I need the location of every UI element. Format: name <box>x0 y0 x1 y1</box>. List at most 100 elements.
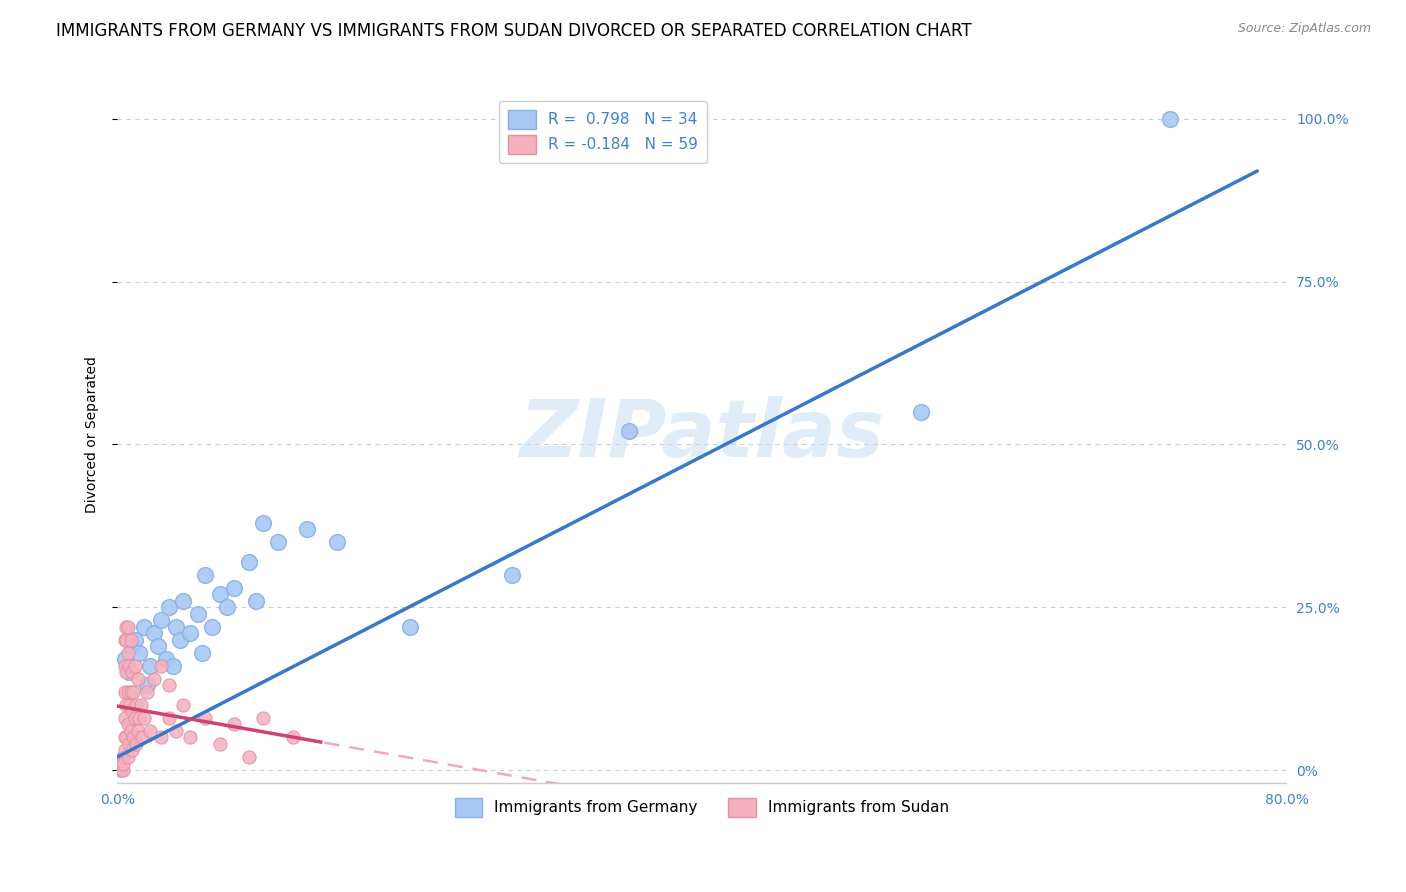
Point <box>112 756 135 771</box>
Point <box>117 750 139 764</box>
Point <box>122 685 145 699</box>
Point <box>238 555 260 569</box>
Point <box>398 620 420 634</box>
Point <box>124 711 146 725</box>
Point <box>238 750 260 764</box>
Point <box>128 711 150 725</box>
Point <box>617 425 640 439</box>
Point <box>215 600 238 615</box>
Point <box>187 607 209 621</box>
Point <box>121 743 143 757</box>
Point <box>121 665 143 680</box>
Point <box>135 685 157 699</box>
Point <box>191 646 214 660</box>
Text: ZIPatlas: ZIPatlas <box>519 396 884 474</box>
Point <box>172 698 194 712</box>
Point <box>150 658 173 673</box>
Point <box>157 711 180 725</box>
Point <box>162 658 184 673</box>
Y-axis label: Divorced or Separated: Divorced or Separated <box>86 356 100 513</box>
Point <box>118 658 141 673</box>
Point <box>131 731 153 745</box>
Point <box>150 613 173 627</box>
Point <box>115 620 138 634</box>
Point <box>267 535 290 549</box>
Point <box>120 723 142 738</box>
Text: IMMIGRANTS FROM GERMANY VS IMMIGRANTS FROM SUDAN DIVORCED OR SEPARATED CORRELATI: IMMIGRANTS FROM GERMANY VS IMMIGRANTS FR… <box>56 22 972 40</box>
Text: Source: ZipAtlas.com: Source: ZipAtlas.com <box>1237 22 1371 36</box>
Point <box>117 685 139 699</box>
Point <box>117 646 139 660</box>
Point <box>172 593 194 607</box>
Point <box>142 672 165 686</box>
Point <box>115 698 138 712</box>
Point <box>194 711 217 725</box>
Point <box>127 723 149 738</box>
Point <box>138 723 160 738</box>
Point <box>114 632 136 647</box>
Point <box>224 717 246 731</box>
Point <box>111 763 134 777</box>
Point <box>157 600 180 615</box>
Point <box>127 672 149 686</box>
Point <box>165 723 187 738</box>
Point <box>122 731 145 745</box>
Point <box>138 658 160 673</box>
Point <box>121 640 143 654</box>
Point <box>117 717 139 731</box>
Point <box>118 698 141 712</box>
Point <box>252 516 274 530</box>
Point <box>165 620 187 634</box>
Point <box>208 587 231 601</box>
Point <box>114 685 136 699</box>
Point <box>501 567 523 582</box>
Point <box>111 756 134 771</box>
Point <box>150 731 173 745</box>
Point <box>281 731 304 745</box>
Point <box>120 632 142 647</box>
Point <box>114 711 136 725</box>
Point <box>325 535 347 549</box>
Point <box>124 658 146 673</box>
Point <box>124 632 146 647</box>
Point <box>245 593 267 607</box>
Point <box>201 620 224 634</box>
Point <box>125 698 148 712</box>
Point <box>129 698 152 712</box>
Point <box>114 743 136 757</box>
Point <box>115 632 138 647</box>
Point <box>132 711 155 725</box>
Point <box>112 763 135 777</box>
Legend: Immigrants from Germany, Immigrants from Sudan: Immigrants from Germany, Immigrants from… <box>447 790 957 824</box>
Point <box>208 737 231 751</box>
Point <box>117 620 139 634</box>
Point <box>114 731 136 745</box>
Point <box>169 632 191 647</box>
Point <box>121 705 143 719</box>
Point <box>128 646 150 660</box>
Point <box>115 665 138 680</box>
Point <box>114 652 136 666</box>
Point <box>110 763 132 777</box>
Point <box>135 678 157 692</box>
Point <box>120 685 142 699</box>
Point <box>115 731 138 745</box>
Point <box>118 665 141 680</box>
Point <box>179 626 201 640</box>
Point <box>148 640 170 654</box>
Point <box>252 711 274 725</box>
Point <box>125 737 148 751</box>
Point <box>179 731 201 745</box>
Point <box>910 405 932 419</box>
Point <box>112 750 135 764</box>
Point <box>157 678 180 692</box>
Point <box>297 522 319 536</box>
Point <box>194 567 217 582</box>
Point <box>1159 112 1181 126</box>
Point <box>142 626 165 640</box>
Point <box>224 581 246 595</box>
Point <box>155 652 177 666</box>
Point <box>118 737 141 751</box>
Point <box>114 658 136 673</box>
Point <box>132 620 155 634</box>
